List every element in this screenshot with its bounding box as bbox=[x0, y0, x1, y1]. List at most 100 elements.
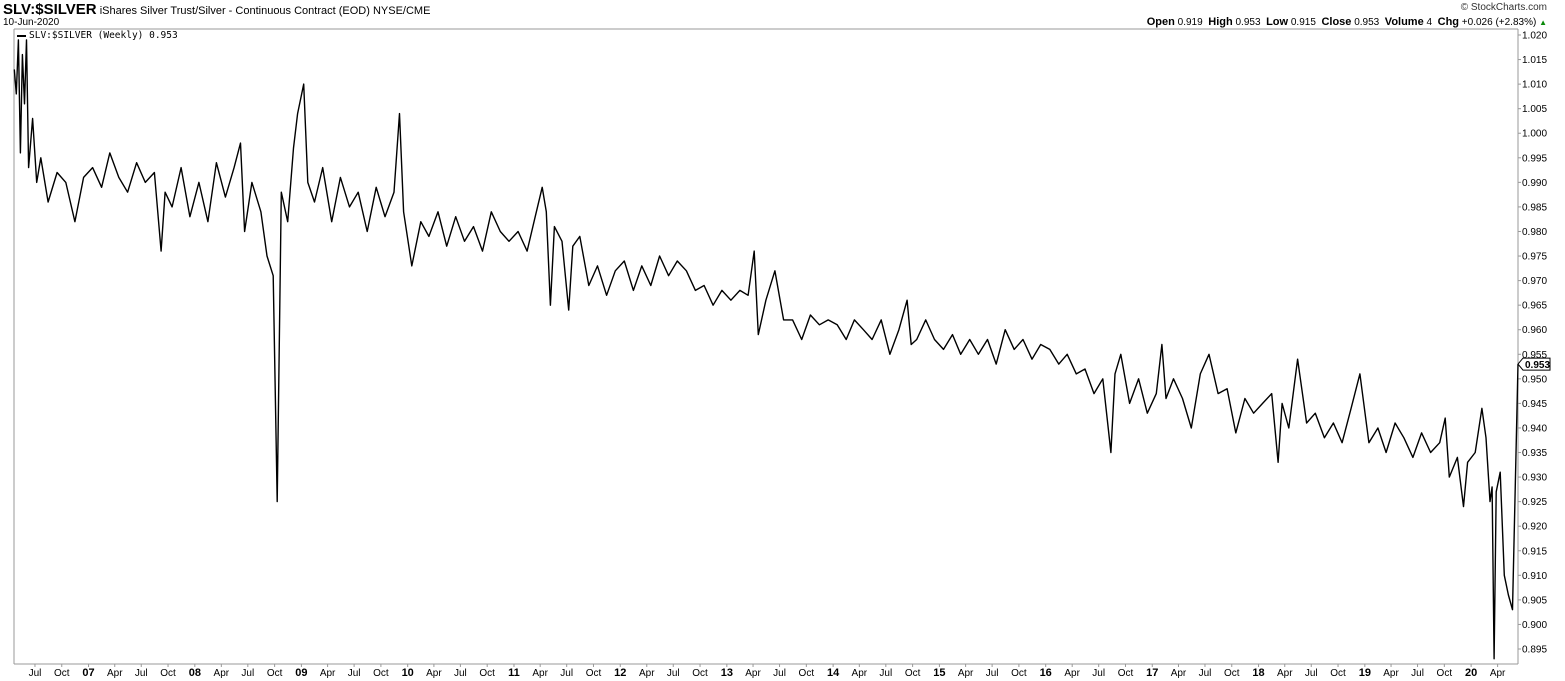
x-tick-label: Oct bbox=[267, 668, 283, 679]
chart-title: SLV:$SILVER iShares Silver Trust/Silver … bbox=[3, 1, 430, 18]
x-tick-label: 19 bbox=[1359, 667, 1371, 679]
x-tick-label: Jul bbox=[1092, 668, 1105, 679]
y-tick-label: 1.000 bbox=[1522, 129, 1547, 140]
x-tick-label: 20 bbox=[1465, 667, 1477, 679]
x-tick-label: Apr bbox=[532, 668, 548, 679]
x-tick-label: Oct bbox=[479, 668, 495, 679]
x-tick-label: Oct bbox=[373, 668, 389, 679]
ohlc-summary: Open 0.919 High 0.953 Low 0.915 Close 0.… bbox=[1147, 16, 1547, 28]
low-value: 0.915 bbox=[1290, 17, 1316, 28]
x-tick-label: Oct bbox=[1118, 668, 1134, 679]
y-tick-label: 1.015 bbox=[1522, 55, 1547, 66]
x-tick-label: Jul bbox=[560, 668, 573, 679]
volume-value: 4 bbox=[1426, 17, 1433, 28]
y-tick-label: 0.980 bbox=[1522, 227, 1547, 238]
x-tick-label: Apr bbox=[320, 668, 336, 679]
y-tick-label: 0.995 bbox=[1522, 153, 1547, 164]
x-tick-label: Apr bbox=[1490, 668, 1506, 679]
x-tick-label: Oct bbox=[905, 668, 921, 679]
x-tick-label: Oct bbox=[799, 668, 815, 679]
high-value: 0.953 bbox=[1235, 17, 1261, 28]
y-tick-label: 0.935 bbox=[1522, 448, 1547, 459]
x-tick-label: Apr bbox=[1277, 668, 1293, 679]
x-tick-label: 15 bbox=[933, 667, 945, 679]
y-tick-label: 0.895 bbox=[1522, 645, 1547, 656]
x-tick-label: Oct bbox=[1224, 668, 1240, 679]
x-tick-label: Oct bbox=[1011, 668, 1027, 679]
y-tick-label: 0.925 bbox=[1522, 497, 1547, 508]
legend-label: SLV:$SILVER (Weekly) 0.953 bbox=[29, 30, 178, 41]
last-value-label: 0.953 bbox=[1525, 360, 1550, 371]
y-tick-label: 0.905 bbox=[1522, 595, 1547, 606]
x-tick-label: Apr bbox=[958, 668, 974, 679]
x-tick-label: 13 bbox=[721, 667, 733, 679]
x-tick-label: 12 bbox=[614, 667, 626, 679]
open-value: 0.919 bbox=[1177, 17, 1203, 28]
y-tick-label: 0.950 bbox=[1522, 374, 1547, 385]
x-tick-label: Jul bbox=[135, 668, 148, 679]
x-tick-label: Jul bbox=[454, 668, 467, 679]
x-tick-label: Jul bbox=[667, 668, 680, 679]
x-tick-label: Jul bbox=[1305, 668, 1318, 679]
close-value: 0.953 bbox=[1354, 17, 1380, 28]
x-tick-label: Apr bbox=[426, 668, 442, 679]
x-tick-label: Apr bbox=[214, 668, 230, 679]
x-tick-label: 14 bbox=[827, 667, 840, 679]
copyright: © StockCharts.com bbox=[1460, 2, 1547, 13]
y-tick-label: 1.020 bbox=[1522, 31, 1547, 42]
chg-value: +0.026 (+2.83%) bbox=[1461, 17, 1537, 28]
y-tick-label: 1.005 bbox=[1522, 104, 1547, 115]
x-tick-label: 17 bbox=[1146, 667, 1158, 679]
y-tick-label: 0.945 bbox=[1522, 399, 1547, 410]
y-tick-label: 0.955 bbox=[1522, 350, 1547, 361]
y-tick-label: 0.965 bbox=[1522, 301, 1547, 312]
open-label: Open bbox=[1146, 16, 1175, 28]
x-tick-label: 09 bbox=[295, 667, 307, 679]
x-tick-label: Oct bbox=[54, 668, 70, 679]
x-tick-label: Apr bbox=[852, 668, 868, 679]
x-tick-label: Apr bbox=[745, 668, 761, 679]
x-tick-label: Apr bbox=[639, 668, 655, 679]
y-tick-label: 0.970 bbox=[1522, 276, 1547, 287]
x-tick-label: Oct bbox=[160, 668, 176, 679]
chg-label: Chg bbox=[1437, 16, 1460, 28]
x-tick-label: Oct bbox=[1330, 668, 1346, 679]
x-tick-label: Jul bbox=[348, 668, 361, 679]
y-tick-label: 0.940 bbox=[1522, 423, 1547, 434]
x-tick-label: Oct bbox=[692, 668, 708, 679]
high-label: High bbox=[1208, 16, 1233, 28]
y-tick-label: 0.920 bbox=[1522, 522, 1547, 533]
x-tick-label: Jul bbox=[986, 668, 999, 679]
x-tick-label: 08 bbox=[189, 667, 201, 679]
y-tick-label: 0.930 bbox=[1522, 473, 1547, 484]
x-tick-label: Jul bbox=[1411, 668, 1424, 679]
x-tick-label: 18 bbox=[1252, 667, 1264, 679]
volume-label: Volume bbox=[1384, 16, 1424, 28]
x-tick-label: Apr bbox=[107, 668, 123, 679]
x-tick-label: Jul bbox=[773, 668, 786, 679]
description: iShares Silver Trust/Silver - Continuous… bbox=[99, 5, 370, 17]
legend: SLV:$SILVER (Weekly) 0.953 bbox=[17, 30, 178, 41]
y-tick-label: 1.010 bbox=[1522, 80, 1547, 91]
y-tick-label: 0.915 bbox=[1522, 546, 1547, 557]
x-tick-label: Jul bbox=[1199, 668, 1212, 679]
close-label: Close bbox=[1321, 16, 1352, 28]
price-line bbox=[13, 39, 1519, 660]
low-label: Low bbox=[1266, 16, 1289, 28]
x-tick-label: 07 bbox=[82, 667, 94, 679]
chart-date: 10-Jun-2020 bbox=[3, 17, 60, 28]
y-tick-label: 0.985 bbox=[1522, 202, 1547, 213]
x-tick-label: Jul bbox=[879, 668, 892, 679]
y-tick-label: 0.960 bbox=[1522, 325, 1547, 336]
x-tick-label: Oct bbox=[1437, 668, 1453, 679]
x-tick-label: Jul bbox=[29, 668, 42, 679]
legend-swatch bbox=[17, 34, 26, 37]
y-tick-label: 0.910 bbox=[1522, 571, 1547, 582]
x-tick-label: Apr bbox=[1383, 668, 1399, 679]
last-value-tag bbox=[1517, 357, 1551, 371]
x-tick-label: 11 bbox=[508, 667, 520, 679]
x-tick-label: Apr bbox=[1064, 668, 1080, 679]
y-tick-label: 0.990 bbox=[1522, 178, 1547, 189]
symbol: SLV:$SILVER bbox=[3, 1, 97, 18]
